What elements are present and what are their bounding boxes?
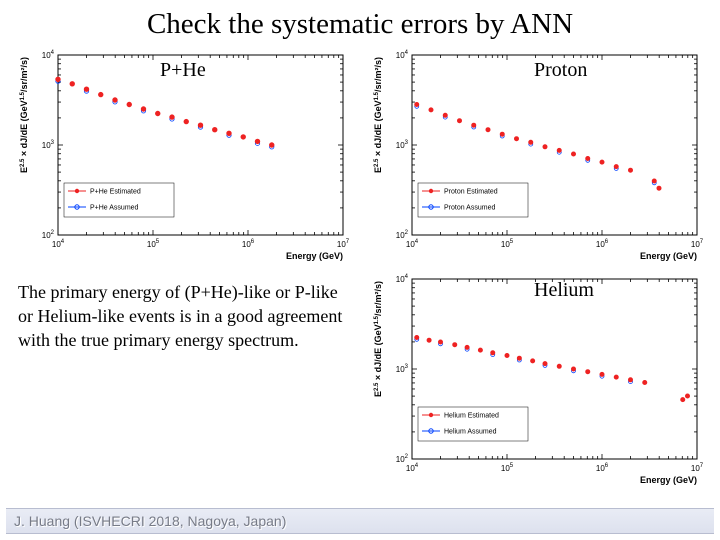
page-title: Check the systematic errors by ANN bbox=[0, 0, 720, 45]
svg-text:Helium Assumed: Helium Assumed bbox=[444, 429, 497, 436]
chart-helium: Helium 104 105 106 107 102 103 104 Energy (GeV)… bbox=[364, 269, 710, 489]
svg-text:Energy (GeV): Energy (GeV) bbox=[640, 251, 697, 261]
chart-phe: P+He 104 105 106 107 102 103 104 Energy (GeV) E2… bbox=[10, 45, 356, 265]
svg-text:104: 104 bbox=[406, 463, 419, 473]
svg-text:107: 107 bbox=[337, 239, 350, 249]
chart-proton-label: Proton bbox=[534, 59, 587, 82]
svg-text:Proton Estimated: Proton Estimated bbox=[444, 189, 498, 196]
svg-text:E2.5 × dJ/dE (GeV1.5/sr/m²/s): E2.5 × dJ/dE (GeV1.5/sr/m²/s) bbox=[19, 57, 29, 173]
chart-helium-label: Helium bbox=[534, 279, 594, 302]
svg-text:104: 104 bbox=[52, 239, 65, 249]
svg-text:Energy (GeV): Energy (GeV) bbox=[286, 251, 343, 261]
svg-text:Energy (GeV): Energy (GeV) bbox=[640, 475, 697, 485]
svg-text:103: 103 bbox=[396, 364, 409, 374]
svg-text:Helium Estimated: Helium Estimated bbox=[444, 413, 499, 420]
svg-text:P+He Assumed: P+He Assumed bbox=[90, 205, 139, 212]
svg-text:E2.5 × dJ/dE (GeV1.5/sr/m²/s): E2.5 × dJ/dE (GeV1.5/sr/m²/s) bbox=[373, 281, 383, 397]
svg-text:105: 105 bbox=[501, 239, 514, 249]
body-text: The primary energy of (P+He)-like or P-l… bbox=[10, 269, 356, 489]
svg-text:106: 106 bbox=[596, 239, 609, 249]
svg-text:104: 104 bbox=[42, 50, 55, 60]
svg-text:P+He Estimated: P+He Estimated bbox=[90, 189, 141, 196]
svg-text:107: 107 bbox=[691, 463, 704, 473]
svg-text:105: 105 bbox=[147, 239, 160, 249]
chart-helium-svg: 104 105 106 107 102 103 104 Energy (GeV) E2.5 × … bbox=[364, 269, 710, 489]
chart-phe-label: P+He bbox=[160, 59, 206, 82]
svg-text:102: 102 bbox=[396, 454, 409, 464]
svg-text:105: 105 bbox=[501, 463, 514, 473]
footer-left: J. Huang (ISVHECRI 2018, Nagoya, Japan) bbox=[14, 513, 286, 529]
svg-text:102: 102 bbox=[42, 230, 55, 240]
svg-text:104: 104 bbox=[396, 50, 409, 60]
svg-text:104: 104 bbox=[406, 239, 419, 249]
svg-text:103: 103 bbox=[396, 140, 409, 150]
chart-proton: Proton 104 105 106 107 102 103 104 Energy (GeV)… bbox=[364, 45, 710, 265]
svg-text:103: 103 bbox=[42, 140, 55, 150]
footer-bar: J. Huang (ISVHECRI 2018, Nagoya, Japan) bbox=[6, 508, 714, 534]
svg-text:107: 107 bbox=[691, 239, 704, 249]
svg-text:102: 102 bbox=[396, 230, 409, 240]
svg-text:Proton Assumed: Proton Assumed bbox=[444, 205, 495, 212]
chart-grid: P+He 104 105 106 107 102 103 104 Energy (GeV) E2… bbox=[0, 45, 720, 489]
svg-text:106: 106 bbox=[242, 239, 255, 249]
svg-text:106: 106 bbox=[596, 463, 609, 473]
svg-text:E2.5 × dJ/dE (GeV1.5/sr/m²/s): E2.5 × dJ/dE (GeV1.5/sr/m²/s) bbox=[373, 57, 383, 173]
svg-text:104: 104 bbox=[396, 274, 409, 284]
